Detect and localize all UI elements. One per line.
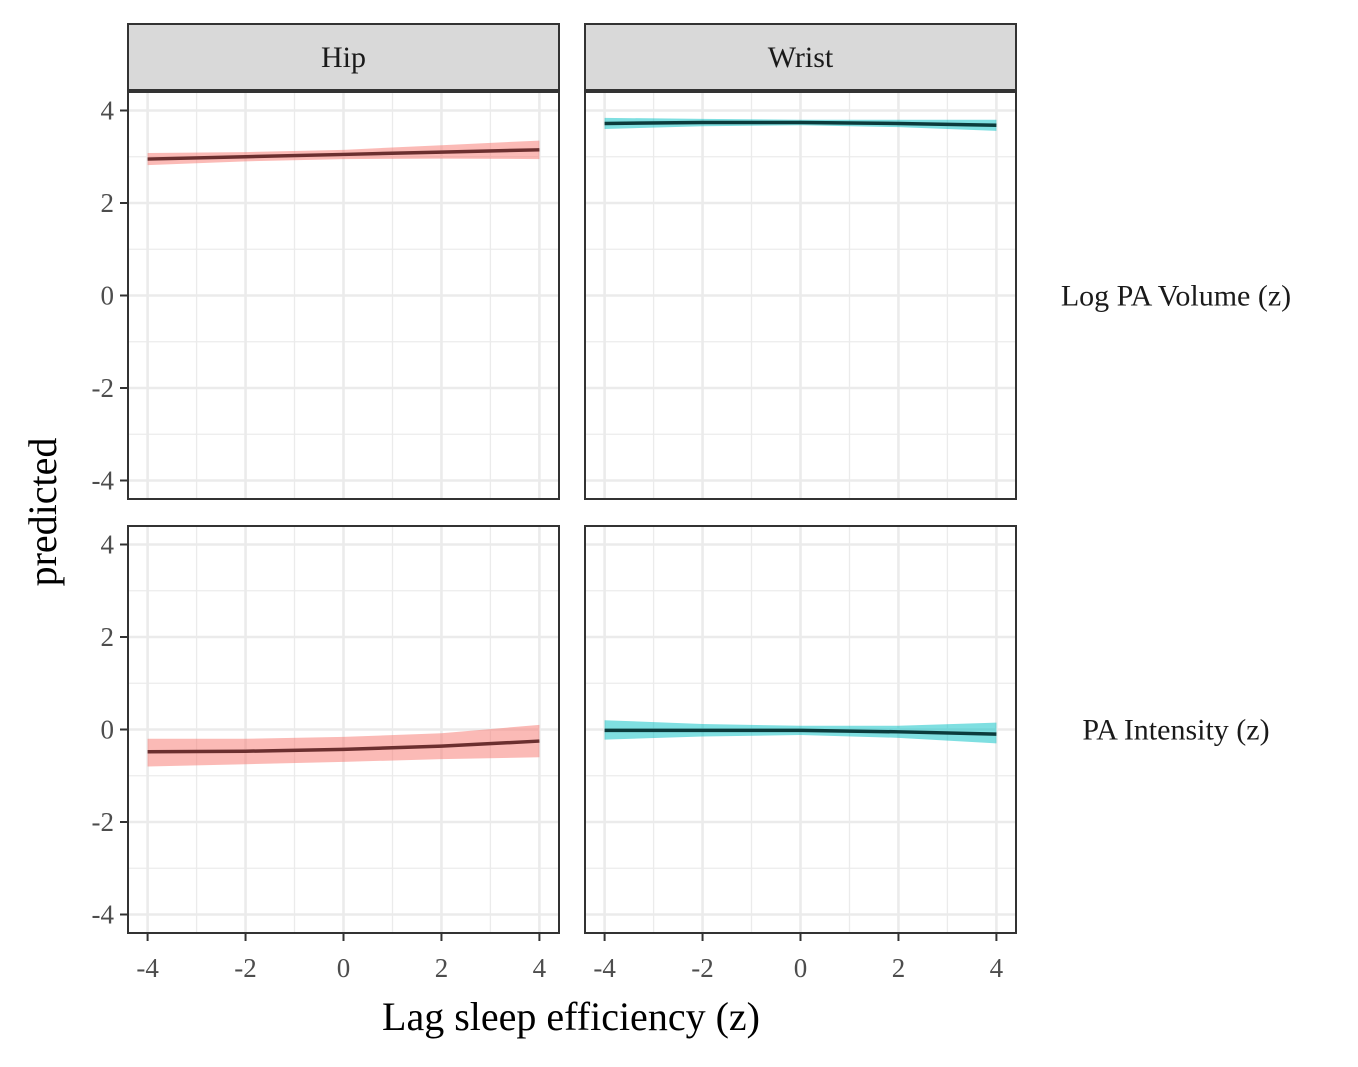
panel-0-0 bbox=[127, 91, 560, 500]
y-tick-label: 4 bbox=[101, 96, 115, 126]
panel-1-1 bbox=[584, 525, 1017, 934]
strip-label: Wrist bbox=[768, 41, 834, 74]
x-tick-label: 2 bbox=[435, 953, 449, 983]
confidence-ribbon bbox=[147, 724, 540, 767]
y-tick-label: 2 bbox=[101, 188, 115, 218]
prediction-line bbox=[604, 120, 997, 128]
x-axis-title: Lag sleep efficiency (z) bbox=[382, 994, 760, 1039]
panels-layer bbox=[127, 91, 1017, 934]
y-tick-label: -4 bbox=[92, 900, 115, 930]
x-tick-label: -2 bbox=[691, 953, 714, 983]
x-tick-label: 2 bbox=[892, 953, 906, 983]
y-tick-label: -2 bbox=[92, 807, 115, 837]
x-tick-label: 4 bbox=[533, 953, 547, 983]
x-tick-label: 0 bbox=[337, 953, 351, 983]
panel-0-1 bbox=[127, 525, 560, 934]
y-tick-label: 0 bbox=[101, 715, 115, 745]
x-tick-label: -2 bbox=[234, 953, 257, 983]
prediction-line bbox=[147, 148, 540, 161]
panel-border bbox=[584, 91, 1017, 500]
y-tick-label: 2 bbox=[101, 622, 115, 652]
strip-background bbox=[127, 23, 560, 91]
x-tick-label: -4 bbox=[593, 953, 616, 983]
row-label: Log PA Volume (z) bbox=[1061, 280, 1291, 313]
row-label: PA Intensity (z) bbox=[1082, 714, 1269, 747]
panel-1-0 bbox=[584, 91, 1017, 500]
strips-layer: Hip Wrist bbox=[127, 23, 1017, 91]
strip-0: Hip bbox=[127, 23, 560, 91]
y-tick-label: -2 bbox=[92, 373, 115, 403]
y-tick-label: 0 bbox=[101, 281, 115, 311]
strip-1: Wrist bbox=[584, 23, 1017, 91]
x-tick-label: 4 bbox=[990, 953, 1004, 983]
x-tick-label: 0 bbox=[794, 953, 808, 983]
prediction-line bbox=[604, 728, 997, 736]
x-tick-label: -4 bbox=[136, 953, 159, 983]
prediction-line bbox=[147, 739, 540, 754]
y-tick-label: -4 bbox=[92, 466, 115, 496]
axes-layer: Log PA Volume (z) PA Intensity (z) -4 -2 0 2 4… bbox=[92, 96, 1292, 984]
strip-background bbox=[584, 23, 1017, 91]
strip-label: Hip bbox=[321, 41, 366, 74]
y-axis-title: predicted bbox=[20, 438, 65, 587]
y-tick-label: 4 bbox=[101, 530, 115, 560]
